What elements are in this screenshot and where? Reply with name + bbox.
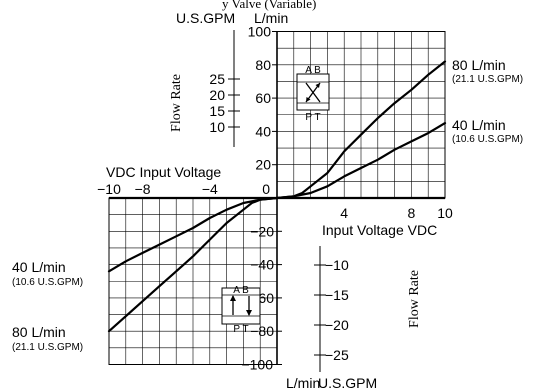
y-tick-label: −40 <box>250 257 274 273</box>
series-line-40-lpm <box>107 122 447 273</box>
gpm-tick-label-upper: 15 <box>209 103 225 119</box>
valve-label-lower-top: A B <box>233 285 249 296</box>
unit-lower-gpm: U.S.GPM <box>318 375 377 391</box>
series-sublabel-right: (21.1 U.S.GPM) <box>452 74 523 85</box>
y-tick-label: −20 <box>250 223 274 239</box>
gpm-tick-label-lower: −15 <box>325 287 349 303</box>
gpm-tick-label-upper: 20 <box>209 87 225 103</box>
valve-arrowhead-upper-2 <box>306 97 311 102</box>
valve-label-upper-bottom: P T <box>305 112 320 123</box>
gpm-tick-label-lower: −20 <box>325 317 349 333</box>
flow-rate-label-upper: Flow Rate <box>169 74 184 132</box>
valve-arrowhead-lower-1 <box>230 295 236 301</box>
series-sublabel-right: (10.6 U.S.GPM) <box>452 134 523 145</box>
unit-upper-lpm: L/min <box>254 10 288 26</box>
valve-arrow-upper-2 <box>305 82 321 103</box>
series-label-left: 40 L/min <box>12 259 66 275</box>
series-label-right: 40 L/min <box>452 117 506 133</box>
valve-symbol-lower: A B P T <box>221 285 261 335</box>
x-tick-label: −10 <box>97 181 121 197</box>
valve-label-lower-bottom: P T <box>233 324 248 335</box>
gpm-tick-label-lower: −25 <box>325 347 349 363</box>
y-tick-label: −80 <box>250 323 274 339</box>
valve-arrowhead-lower-2 <box>246 310 252 316</box>
series-label-right: 80 L/min <box>452 57 506 73</box>
y-axis: 100806040200−20−40−60−80−10025201510−10−… <box>209 24 349 373</box>
y-tick-label: −100 <box>241 357 273 373</box>
input-voltage-label-right: Input Voltage VDC <box>322 222 437 238</box>
top-fragment: y Valve (Variable) <box>222 0 316 11</box>
y-tick-label: 80 <box>255 57 271 73</box>
x-tick-label: −4 <box>202 181 218 197</box>
valve-symbol-upper: A B P T <box>296 65 330 123</box>
x-tick-label: 8 <box>408 205 416 221</box>
valve-arrowhead-upper-1 <box>315 83 320 88</box>
gpm-tick-label-upper: 10 <box>209 119 225 135</box>
unit-upper-gpm: U.S.GPM <box>176 10 235 26</box>
valve-label-upper-top: A B <box>305 65 321 76</box>
x-tick-label: 10 <box>437 205 453 221</box>
y-tick-label: 0 <box>262 181 270 197</box>
y-tick-label: 100 <box>248 24 272 40</box>
gpm-tick-label-lower: −10 <box>325 257 349 273</box>
series-label-left: 80 L/min <box>12 324 66 340</box>
y-tick-label: 40 <box>255 123 271 139</box>
grid-upper-right <box>276 31 446 199</box>
flow-rate-label-lower: Flow Rate <box>407 270 422 328</box>
x-tick-label: 4 <box>340 205 348 221</box>
unit-lower-lpm: L/min <box>286 375 320 391</box>
series-labels: 80 L/min(21.1 U.S.GPM)80 L/min(21.1 U.S.… <box>12 57 523 353</box>
x-axis: −10 −8 −4 4 8 10 <box>97 181 453 221</box>
series-layer <box>107 60 447 333</box>
x-tick-label: −8 <box>135 181 151 197</box>
input-voltage-label-left: VDC Input Voltage <box>106 164 221 180</box>
y-tick-label: 20 <box>255 157 271 173</box>
y-tick-label: 60 <box>255 90 271 106</box>
valve-box-lower <box>221 287 261 325</box>
series-sublabel-left: (21.1 U.S.GPM) <box>12 342 83 353</box>
series-sublabel-left: (10.6 U.S.GPM) <box>12 277 83 288</box>
gpm-tick-label-upper: 25 <box>209 71 225 87</box>
